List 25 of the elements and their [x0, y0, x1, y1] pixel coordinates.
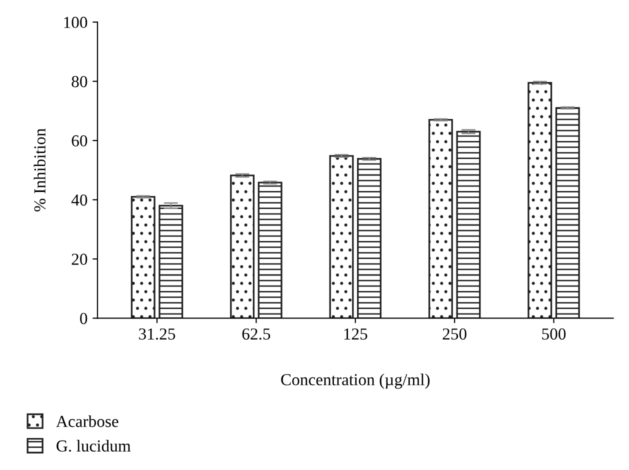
bar — [158, 204, 184, 318]
x-tick-label: 31.25 — [139, 328, 176, 340]
x-tick-label: 250 — [442, 328, 466, 340]
bar — [130, 196, 156, 318]
y-axis-title: % Inhibition — [34, 128, 46, 212]
y-tick-label: 100 — [64, 16, 88, 28]
bar — [357, 158, 382, 318]
bar — [555, 107, 580, 318]
bar — [456, 130, 481, 318]
bar — [230, 174, 255, 318]
y-tick-label: 0 — [80, 312, 88, 324]
x-tick-label: 500 — [542, 328, 566, 340]
bar — [428, 118, 453, 318]
legend-label: G. lucidum — [56, 440, 131, 452]
y-tick-label: 40 — [71, 194, 88, 206]
bar — [528, 82, 552, 318]
x-tick-label: 125 — [344, 328, 368, 340]
x-tick-label: 62.5 — [242, 328, 270, 340]
x-axis-title: Concentration (µg/ml) — [281, 374, 430, 389]
y-tick-label: 60 — [72, 135, 88, 146]
bar — [329, 155, 354, 318]
y-tick-label: 80 — [72, 76, 88, 88]
bar — [258, 182, 282, 318]
y-tick-label: 20 — [72, 254, 88, 265]
legend-label: Acarbose — [56, 415, 118, 428]
